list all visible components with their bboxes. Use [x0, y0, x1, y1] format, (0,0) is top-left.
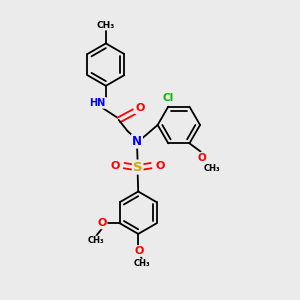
Text: Cl: Cl	[163, 93, 174, 103]
Text: O: O	[134, 246, 143, 256]
Text: CH₃: CH₃	[134, 260, 151, 268]
Text: O: O	[97, 218, 106, 228]
Text: CH₃: CH₃	[88, 236, 105, 245]
Text: O: O	[135, 103, 145, 113]
Text: O: O	[156, 160, 165, 171]
Text: O: O	[198, 153, 206, 163]
Text: CH₃: CH₃	[97, 21, 115, 30]
Text: CH₃: CH₃	[203, 164, 220, 172]
Text: HN: HN	[89, 98, 106, 108]
Text: N: N	[132, 135, 142, 148]
Text: S: S	[133, 160, 142, 174]
Text: O: O	[110, 160, 120, 171]
